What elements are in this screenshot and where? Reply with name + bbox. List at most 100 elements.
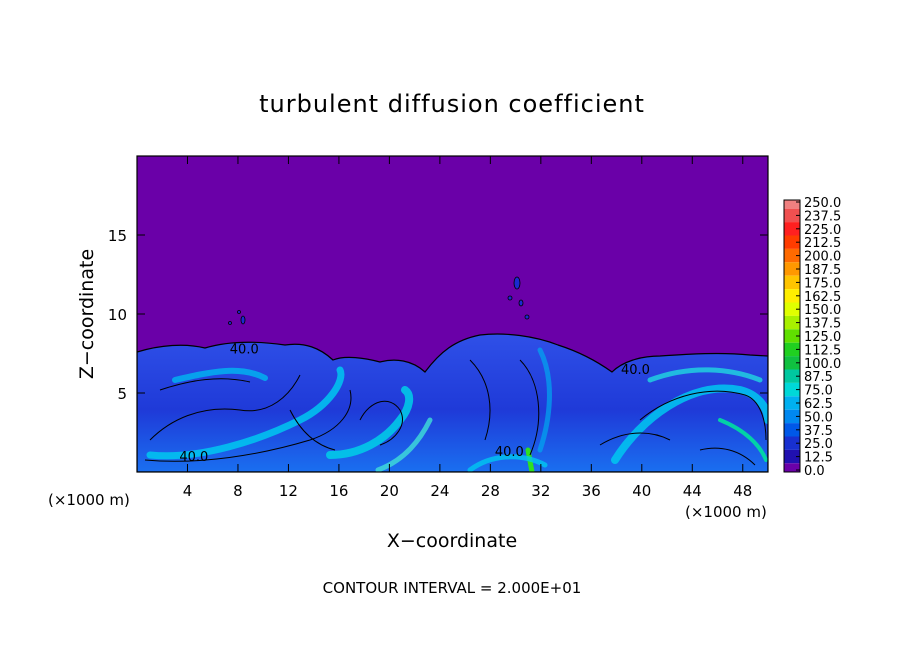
- colorbar-label: 62.5: [804, 397, 833, 412]
- colorbar-swatch: [784, 396, 800, 410]
- turbulent-region: [137, 333, 768, 472]
- contour-10: [289, 409, 336, 451]
- contour-2: [159, 378, 251, 391]
- colorbar-label: 150.0: [804, 303, 841, 318]
- contour-5: [469, 359, 491, 441]
- colorbar: 250.0237.5225.0212.5200.0187.5175.0162.5…: [783, 196, 841, 479]
- speckle-4: [524, 314, 530, 320]
- x-axis: 4 8 12 16 20 24 28 32 36 40 44 48: [183, 156, 752, 500]
- filament-1: [146, 366, 345, 460]
- contour-4: [359, 400, 403, 446]
- colorbar-label: 225.0: [804, 223, 841, 238]
- contour-label: 40.0: [495, 445, 524, 460]
- colorbar-label: 12.5: [804, 451, 833, 466]
- filament-7: [647, 367, 763, 383]
- colorbar-label: 175.0: [804, 276, 841, 291]
- plot-area: [136, 155, 769, 473]
- colorbar-swatch: [784, 382, 800, 397]
- contour-label: 40.0: [621, 363, 650, 378]
- contour-6: [519, 359, 540, 456]
- speckles: [228, 276, 530, 325]
- colorbar-swatch: [784, 262, 800, 276]
- filament-3: [326, 386, 414, 459]
- x-unit-right: (×1000 m): [685, 503, 767, 521]
- contour-lines: [144, 359, 767, 466]
- colorbar-label: 0.0: [804, 464, 825, 479]
- colorbar-swatch: [784, 315, 800, 330]
- colorbar-swatch: [784, 356, 800, 370]
- speckle-2: [507, 295, 513, 301]
- colorbar-label: 25.0: [804, 437, 833, 452]
- chart-title: turbulent diffusion coefficient: [259, 90, 645, 118]
- speckle-3: [518, 299, 524, 307]
- colorbar-label: 162.5: [804, 290, 841, 305]
- colorbar-swatch: [784, 248, 800, 263]
- contour-label: 40.0: [179, 450, 208, 465]
- y-axis-label: Z−coordinate: [76, 249, 98, 379]
- colorbar-swatch: [784, 463, 800, 472]
- speckle-5: [240, 315, 246, 325]
- colorbar-swatch: [784, 302, 800, 316]
- x-tick-label: 12: [279, 482, 298, 500]
- speckle-7: [237, 310, 241, 314]
- y-axis: 5 10 15: [108, 227, 768, 403]
- colorbar-swatch: [784, 423, 800, 437]
- colorbar-swatch: [784, 436, 800, 450]
- colorbar-label: 212.5: [804, 236, 841, 251]
- contour-3: [144, 389, 352, 462]
- speckle-6: [228, 321, 232, 325]
- filament-6: [611, 384, 768, 464]
- x-tick-label: 44: [683, 482, 702, 500]
- x-tick-label: 8: [233, 482, 243, 500]
- x-unit-left: (×1000 m): [48, 491, 130, 509]
- filament-5: [537, 347, 552, 453]
- contour-9: [699, 447, 756, 466]
- colorbar-swatch: [784, 369, 800, 383]
- x-tick-label: 16: [329, 482, 348, 500]
- colorbar-label: 237.5: [804, 209, 841, 224]
- contour-7: [639, 390, 767, 441]
- x-tick-label: 36: [582, 482, 601, 500]
- colorbar-swatch: [784, 289, 800, 303]
- colorbar-label: 200.0: [804, 250, 841, 265]
- light-filaments: [146, 347, 768, 472]
- contour-8: [599, 432, 671, 446]
- filament-2: [172, 367, 268, 383]
- colorbar-label: 137.5: [804, 317, 841, 332]
- colorbar-label: 75.0: [804, 384, 833, 399]
- y-tick-label: 10: [108, 306, 127, 324]
- x-tick-label: 32: [531, 482, 550, 500]
- colorbar-label: 187.5: [804, 263, 841, 278]
- colorbar-label: 37.5: [804, 424, 833, 439]
- x-tick-label: 4: [183, 482, 193, 500]
- colorbar-swatch: [784, 235, 800, 249]
- colorbar-label: 100.0: [804, 357, 841, 372]
- x-tick-label: 48: [733, 482, 752, 500]
- x-tick-label: 20: [380, 482, 399, 500]
- x-tick-label: 28: [481, 482, 500, 500]
- contour-label: 40.0: [230, 343, 259, 358]
- colorbar-swatch: [784, 200, 800, 209]
- contour-interval-note: CONTOUR INTERVAL = 2.000E+01: [323, 579, 582, 597]
- filament-8: [718, 418, 768, 462]
- speckle-1: [513, 276, 521, 290]
- colorbar-swatch: [784, 329, 800, 343]
- contour-labels: 40.0 40.0 40.0 40.0: [179, 343, 650, 465]
- x-axis-label: X−coordinate: [387, 530, 517, 552]
- x-tick-label: 40: [632, 482, 651, 500]
- colorbar-label: 250.0: [804, 196, 841, 211]
- colorbar-swatch: [784, 208, 800, 223]
- filament-4: [375, 417, 433, 472]
- contour-1: [149, 374, 301, 441]
- y-tick-label: 5: [117, 385, 127, 403]
- colorbar-swatch: [784, 222, 800, 236]
- colorbar-swatch: [784, 342, 800, 357]
- filament-10: [467, 454, 548, 472]
- colorbar-swatch: [784, 409, 800, 424]
- colorbar-label: 112.5: [804, 343, 841, 358]
- y-tick-label: 15: [108, 227, 127, 245]
- colorbar-label: 87.5: [804, 370, 833, 385]
- x-tick-label: 24: [430, 482, 449, 500]
- colorbar-swatch: [784, 449, 800, 464]
